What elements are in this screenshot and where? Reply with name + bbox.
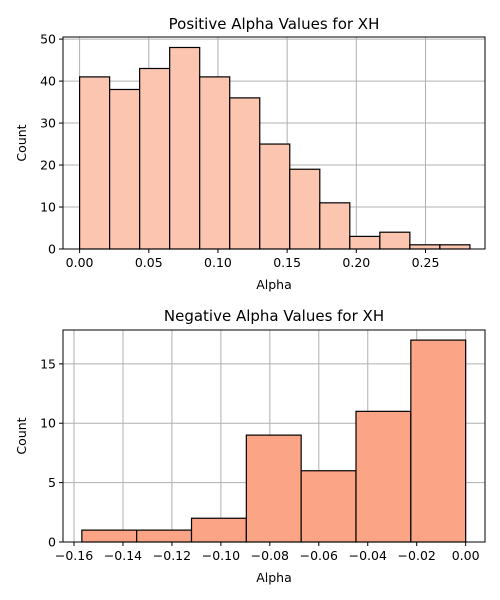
y-axis-label: Count: [14, 124, 29, 161]
histogram-bar: [190, 517, 247, 543]
histogram-bar: [109, 88, 141, 250]
x-tick-label: −0.16: [55, 548, 93, 563]
chart-title: Positive Alpha Values for XH: [169, 15, 380, 33]
histogram-bar: [79, 76, 111, 250]
y-tick-label: 50: [40, 32, 56, 47]
x-tick-label: −0.04: [349, 548, 387, 563]
histogram-bar: [136, 529, 193, 543]
histogram-bar: [259, 143, 291, 250]
x-tick-label: 0.00: [66, 255, 94, 270]
x-tick-label: −0.02: [398, 548, 436, 563]
y-axis: 0 5 10 15: [40, 356, 63, 550]
x-tick-label: −0.10: [202, 548, 240, 563]
y-tick-label: 20: [40, 158, 56, 173]
x-tick-label: −0.08: [251, 548, 289, 563]
x-tick-label: 0.15: [273, 255, 301, 270]
plot-frame: [62, 36, 486, 250]
y-tick-label: 40: [40, 74, 56, 89]
y-tick-label: 5: [48, 475, 56, 490]
histogram-bar: [169, 46, 201, 250]
x-tick-label: 0.25: [412, 255, 440, 270]
histogram-bar: [410, 339, 467, 543]
bars: [79, 46, 471, 250]
histogram-bar: [379, 231, 411, 250]
negative-alpha-histogram: −0.16 −0.14 −0.12 −0.10 −0.08 −0.06 −0.04 −0.02…: [14, 307, 486, 585]
x-tick-label: 0.00: [452, 548, 480, 563]
y-tick-label: 10: [40, 416, 56, 431]
histogram-bar: [289, 168, 321, 250]
histogram-bar: [409, 244, 441, 250]
y-tick-label: 10: [40, 200, 56, 215]
y-tick-label: 0: [48, 242, 56, 257]
x-tick-label: 0.20: [342, 255, 370, 270]
positive-alpha-histogram: 0.00 0.05 0.10 0.15 0.20 0.25 0 10 20 30 40 50 Posit…: [14, 15, 486, 292]
histogram-bar: [439, 244, 471, 250]
histogram-bar: [349, 235, 381, 250]
x-tick-label: −0.06: [300, 548, 338, 563]
chart-title: Negative Alpha Values for XH: [164, 307, 384, 325]
histogram-bar: [81, 529, 138, 543]
x-tick-label: −0.12: [153, 548, 191, 563]
histogram-bar: [355, 410, 412, 543]
y-tick-label: 30: [40, 116, 56, 131]
x-tick-label: −0.14: [104, 548, 142, 563]
histogram-bar: [229, 97, 261, 250]
histogram-bar: [300, 470, 357, 543]
x-axis-label: Alpha: [256, 570, 292, 585]
x-tick-label: 0.10: [204, 255, 232, 270]
x-axis-label: Alpha: [256, 277, 292, 292]
y-tick-label: 0: [48, 535, 56, 550]
x-axis: 0.00 0.05 0.10 0.15 0.20 0.25: [66, 249, 440, 270]
x-tick-label: 0.05: [135, 255, 163, 270]
histogram-bar: [319, 202, 351, 250]
plot-frame: [62, 329, 486, 543]
y-tick-label: 15: [40, 356, 56, 371]
bars: [81, 339, 467, 543]
y-axis: 0 10 20 30 40 50: [40, 32, 63, 257]
y-axis-label: Count: [14, 417, 29, 454]
histogram-bar: [245, 434, 302, 543]
histogram-bar: [139, 67, 171, 250]
x-axis: −0.16 −0.14 −0.12 −0.10 −0.08 −0.06 −0.04 −0.02…: [55, 542, 480, 563]
histogram-bar: [199, 76, 231, 250]
